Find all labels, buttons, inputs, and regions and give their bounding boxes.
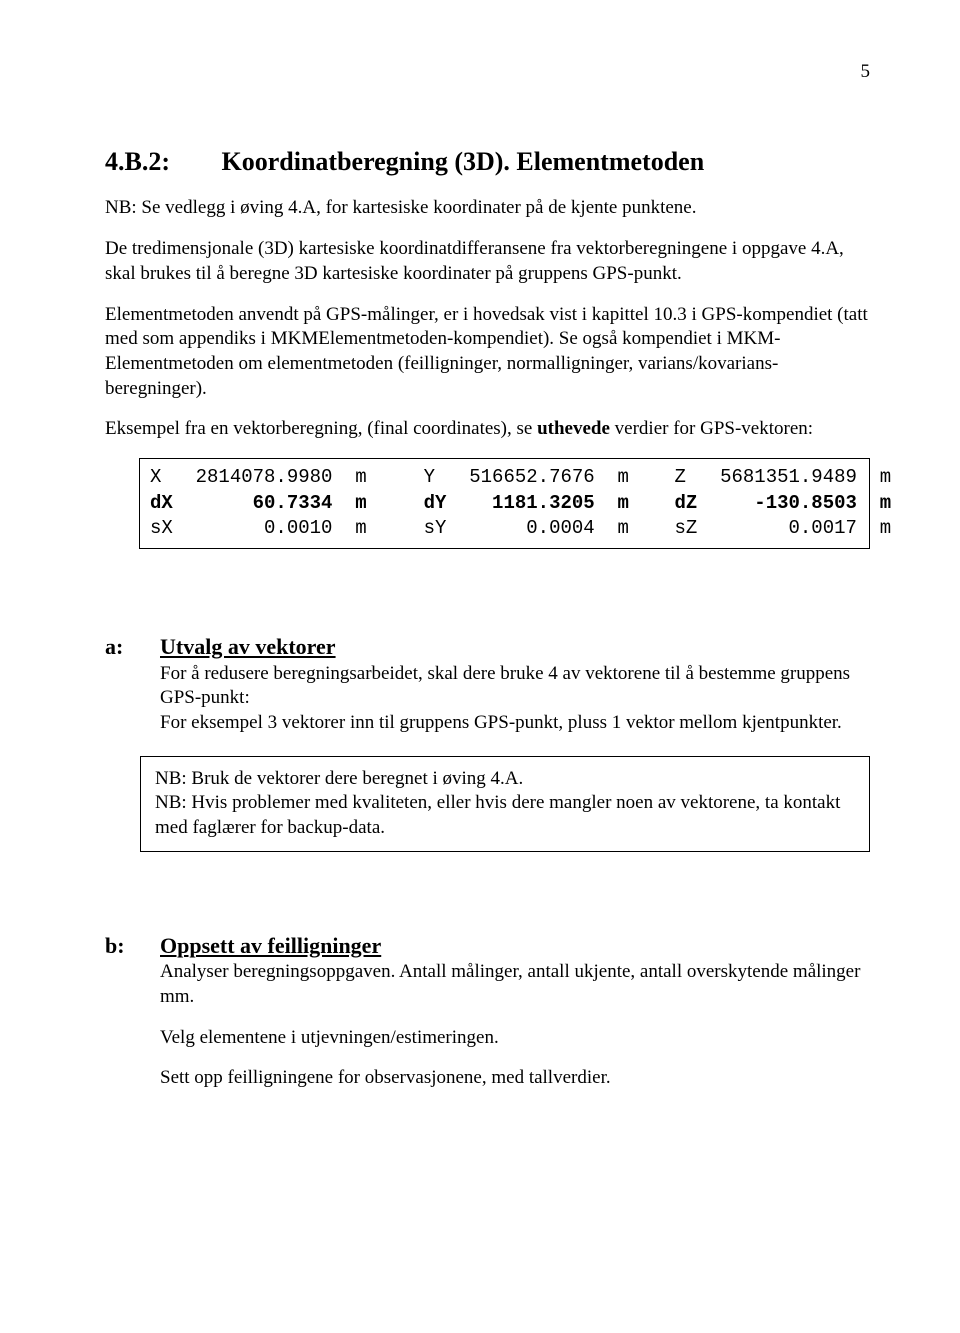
- nb-line-2: NB: Hvis problemer med kvaliteten, eller…: [155, 791, 855, 840]
- data-line-2: dX 60.7334 m dY 1181.3205 m dZ -130.8503…: [150, 492, 891, 514]
- sub-b-body-3: Sett opp feilligningene for observasjone…: [160, 1066, 870, 1091]
- sub-a-body-2: For eksempel 3 vektorer inn til gruppens…: [160, 711, 870, 736]
- section-number: 4.B.2:: [105, 145, 215, 179]
- paragraph-example-lead: Eksempel fra en vektorberegning, (final …: [105, 417, 870, 442]
- paragraph-method: Elementmetoden anvendt på GPS-målinger, …: [105, 303, 870, 402]
- data-line-3: sX 0.0010 m sY 0.0004 m sZ 0.0017 m: [150, 517, 891, 539]
- paragraph-intro: De tredimensjonale (3D) kartesiske koord…: [105, 237, 870, 286]
- section-heading: 4.B.2: Koordinatberegning (3D). Elementm…: [105, 145, 870, 179]
- example-text-post: verdier for GPS-vektoren:: [610, 418, 813, 439]
- data-line-1: X 2814078.9980 m Y 516652.7676 m Z 56813…: [150, 466, 891, 488]
- sub-b-body-1: Analyser beregningsoppgaven. Antall måli…: [160, 960, 870, 1009]
- sub-a-letter: a:: [105, 633, 160, 662]
- subsection-b: b: Oppsett av feilligninger Analyser ber…: [105, 932, 870, 1091]
- coordinate-data-box: X 2814078.9980 m Y 516652.7676 m Z 56813…: [139, 458, 870, 549]
- sub-b-letter: b:: [105, 932, 160, 961]
- subsection-a: a: Utvalg av vektorer For å redusere ber…: [105, 633, 870, 736]
- sub-a-title: Utvalg av vektorer: [160, 633, 336, 662]
- example-text-bold: uthevede: [537, 418, 610, 439]
- sub-a-body-1: For å redusere beregningsarbeidet, skal …: [160, 662, 870, 711]
- nb-line-1: NB: Bruk de vektorer dere beregnet i øvi…: [155, 767, 855, 792]
- sub-b-body-2: Velg elementene i utjevningen/estimering…: [160, 1026, 870, 1051]
- sub-b-title: Oppsett av feilligninger: [160, 932, 381, 961]
- paragraph-nb: NB: Se vedlegg i øving 4.A, for kartesis…: [105, 196, 870, 221]
- example-text-pre: Eksempel fra en vektorberegning, (final …: [105, 418, 537, 439]
- section-title-text: Koordinatberegning (3D). Elementmetoden: [222, 147, 705, 176]
- page-number: 5: [105, 60, 870, 85]
- nb-note-box: NB: Bruk de vektorer dere beregnet i øvi…: [140, 756, 870, 852]
